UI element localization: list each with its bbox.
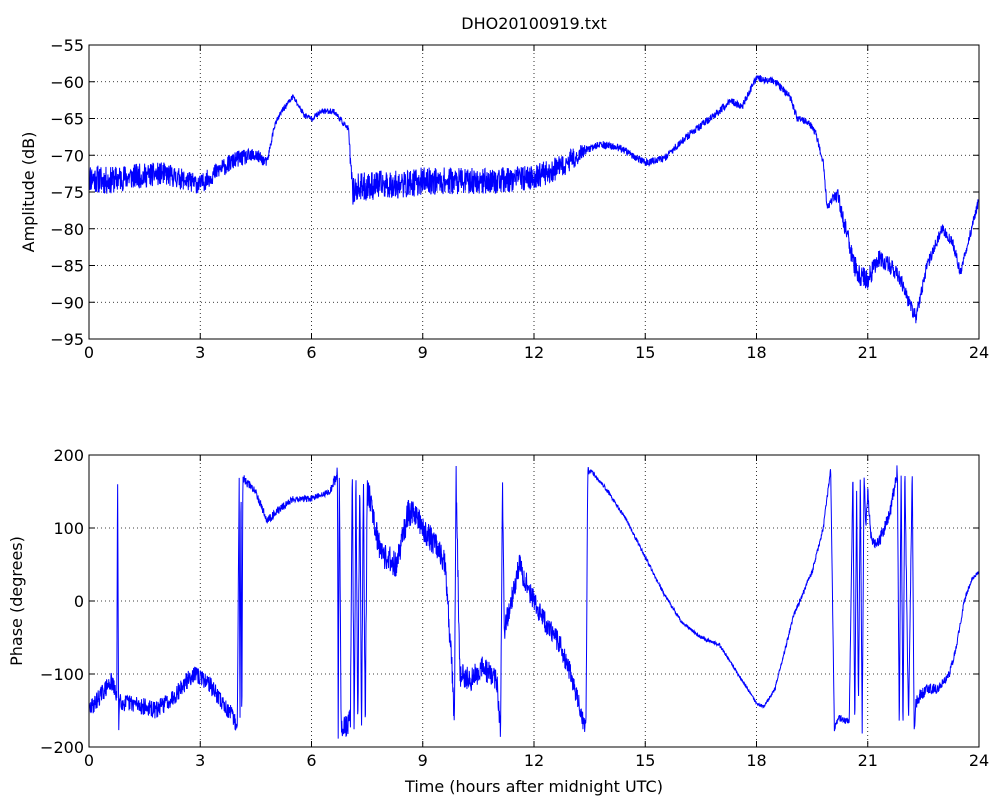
x-tick-label: 12 — [524, 751, 544, 770]
chart-title: DHO20100919.txt — [461, 14, 606, 33]
x-tick-label: 3 — [195, 751, 205, 770]
y-tick-label: −55 — [50, 36, 84, 55]
x-tick-label: 0 — [84, 751, 94, 770]
y-tick-label: 100 — [53, 519, 84, 538]
x-tick-label: 21 — [858, 751, 878, 770]
x-tick-label: 3 — [195, 343, 205, 362]
y-tick-label: −200 — [40, 738, 84, 757]
y-tick-label: −60 — [50, 73, 84, 92]
x-tick-label: 12 — [524, 343, 544, 362]
x-tick-label: 9 — [418, 751, 428, 770]
x-tick-label: 18 — [746, 751, 766, 770]
series-line — [88, 465, 980, 739]
x-tick-label: 9 — [418, 343, 428, 362]
phase-panel: 0 3 6 9 12 15 18 21 24 −200 −100 0 100 200 Time (hours… — [7, 446, 989, 796]
y-tick-label: −95 — [50, 330, 84, 349]
x-tick-label: 0 — [84, 343, 94, 362]
y-tick-label: 200 — [53, 446, 84, 465]
y-tick-label: −70 — [50, 146, 84, 165]
y-tick-label: −75 — [50, 183, 84, 202]
x-tick-label: 24 — [969, 751, 989, 770]
x-tick-label: 15 — [635, 343, 655, 362]
y-tick-label: −80 — [50, 220, 84, 239]
x-tick-label: 21 — [858, 343, 878, 362]
series-line — [88, 74, 980, 324]
x-tick-label: 24 — [969, 343, 989, 362]
y-tick-label: −85 — [50, 257, 84, 276]
amplitude-panel: 0 3 6 9 12 15 18 21 24 −95 −90 −85 −80 −75 −70 −65 −60 −5… — [19, 14, 989, 362]
x-tick-label: 15 — [635, 751, 655, 770]
y-tick-label: −100 — [40, 665, 84, 684]
x-axis-label: Time (hours after midnight UTC) — [404, 777, 663, 796]
y-tick-label: 0 — [74, 592, 84, 611]
y-axis-label: Amplitude (dB) — [19, 132, 38, 253]
x-tick-label: 6 — [306, 343, 316, 362]
y-tick-label: −90 — [50, 293, 84, 312]
y-axis-label: Phase (degrees) — [7, 536, 26, 666]
x-tick-label: 18 — [746, 343, 766, 362]
x-tick-label: 6 — [306, 751, 316, 770]
y-tick-label: −65 — [50, 110, 84, 129]
